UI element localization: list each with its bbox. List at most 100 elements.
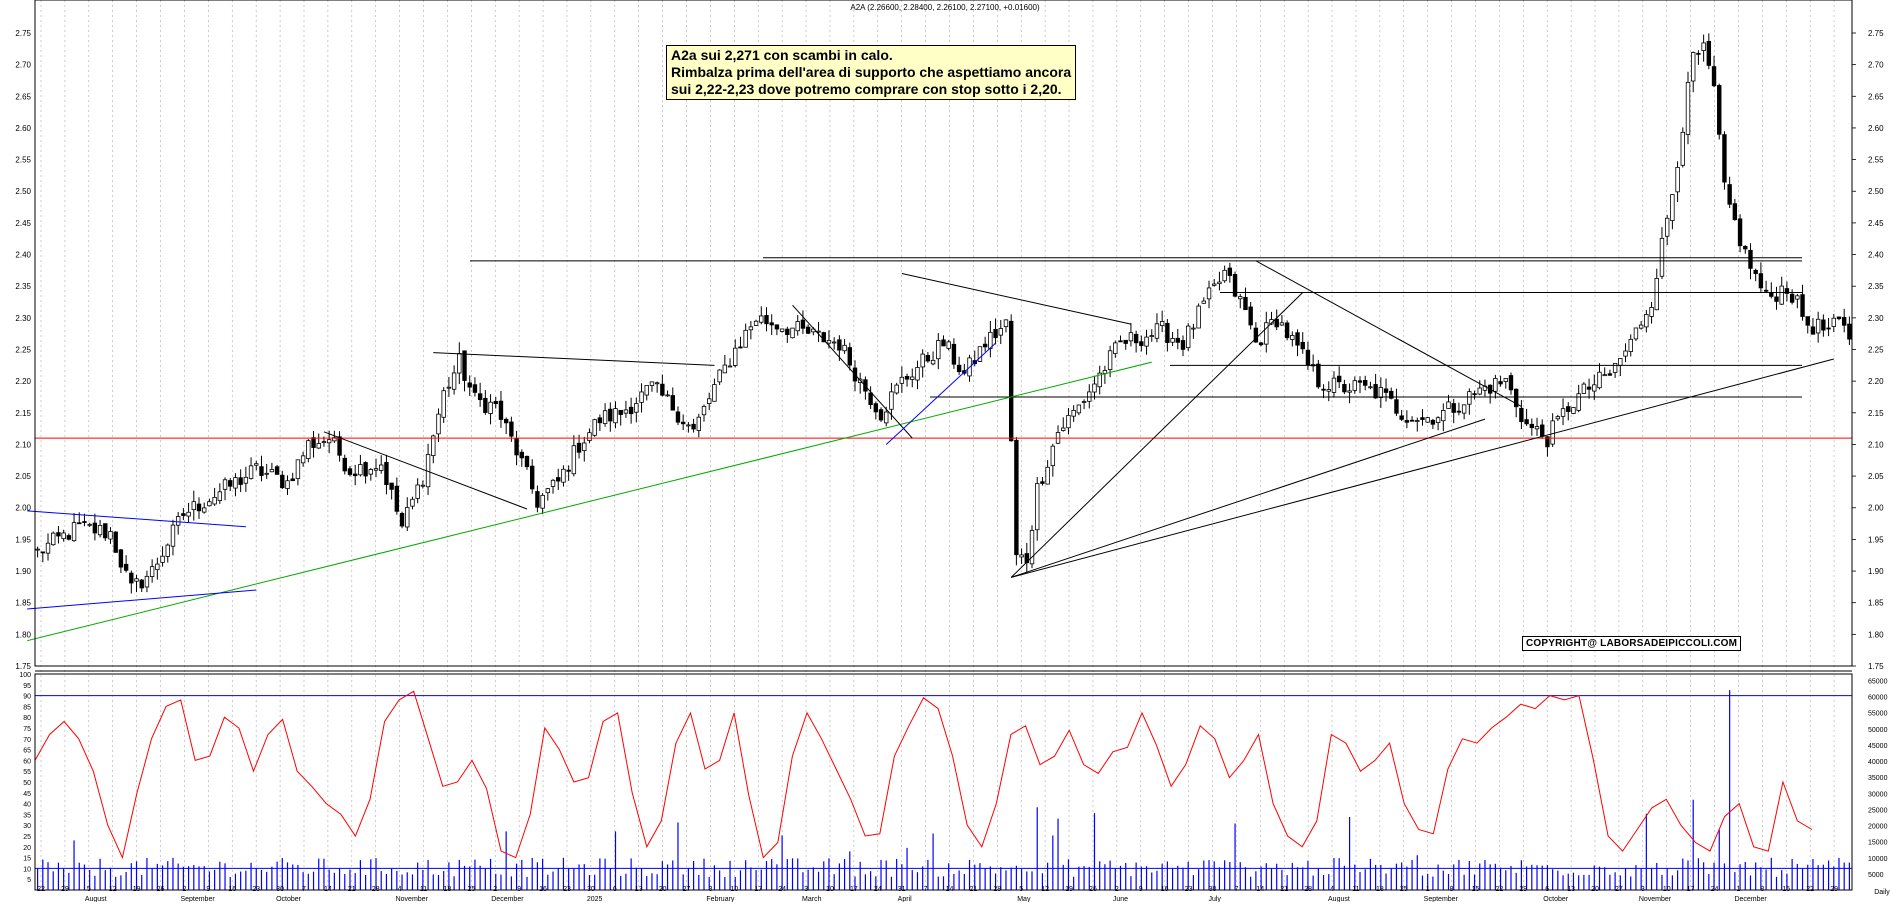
candle-body (1513, 388, 1519, 408)
x-day-label: 7 (924, 886, 928, 893)
candle-body (550, 479, 556, 487)
candle-body (519, 451, 524, 459)
candle-body (899, 376, 905, 384)
price-tick-label-right: 2.50 (1868, 187, 1884, 196)
x-day-label: 28 (1304, 886, 1312, 893)
candle-body (87, 523, 92, 526)
candle-body (1180, 340, 1186, 350)
x-day-label: 1 (1737, 886, 1741, 893)
candle-body (1003, 319, 1009, 328)
candle-body (733, 347, 738, 366)
candle-body (202, 507, 207, 513)
candle-body (743, 329, 748, 348)
candle-body (170, 524, 176, 547)
black-trendline (1011, 358, 1834, 578)
candle-body (280, 474, 285, 489)
candle-body (982, 343, 988, 348)
candle-body (1409, 419, 1415, 422)
candle-body (384, 462, 389, 486)
candle-body (405, 507, 410, 528)
candle-body (753, 320, 759, 326)
oscillator-tick-label: 40 (23, 802, 31, 809)
candle-body (462, 350, 467, 381)
candle-body (998, 328, 1003, 336)
x-day-label: 27 (683, 886, 691, 893)
x-day-label: 5 (1019, 886, 1023, 893)
candle-body (1758, 273, 1764, 289)
candle-body (1357, 380, 1363, 383)
x-day-label: 22 (37, 886, 45, 893)
candle-body (769, 322, 774, 326)
x-month-label: October (1543, 896, 1569, 902)
candle-body (878, 409, 884, 421)
candle-body (389, 482, 394, 490)
volume-tick-label: 30000 (1868, 791, 1888, 798)
candle-body (1612, 362, 1618, 373)
x-month-label: July (1208, 896, 1221, 902)
candle-body (639, 391, 644, 403)
oscillator-tick-label: 90 (23, 694, 31, 701)
candle-body (826, 340, 832, 344)
candle-body (837, 339, 842, 351)
candle-body (191, 501, 196, 511)
candle-body (165, 544, 170, 557)
oscillator-tick-label: 70 (23, 737, 31, 744)
candle-body (509, 421, 514, 437)
x-day-label: 23 (252, 886, 260, 893)
candle-body (592, 419, 597, 436)
price-tick-label-left: 2.55 (15, 156, 31, 165)
candle-body (207, 501, 212, 507)
x-day-label: 29 (1519, 886, 1527, 893)
candle-body (1014, 439, 1019, 556)
candle-body (295, 459, 301, 479)
x-day-label: 30 (1209, 886, 1217, 893)
price-tick-label-left: 1.90 (15, 567, 31, 576)
candle-body (1274, 318, 1279, 328)
candle-body (1472, 393, 1477, 396)
copyright-label: COPYRIGHT@ LABORSADEIPICCOLI.COM (1522, 636, 1742, 651)
candle-body (1784, 288, 1790, 294)
candle-body (488, 401, 493, 414)
x-day-label: 12 (1041, 886, 1049, 893)
candle-body (1774, 296, 1779, 302)
candle-body (1685, 82, 1691, 135)
candle-body (873, 403, 879, 413)
candle-body (196, 503, 202, 512)
candle-body (358, 464, 363, 476)
candle-body (1821, 319, 1826, 331)
candle-body (1149, 335, 1154, 337)
x-day-label: 1 (1426, 886, 1430, 893)
candle-body (1461, 404, 1467, 414)
candle-body (691, 423, 696, 430)
x-day-label: 13 (635, 886, 643, 893)
x-day-label: 24 (778, 886, 786, 893)
x-month-label: June (1113, 896, 1128, 902)
candle-body (1394, 399, 1399, 414)
x-day-label: 25 (467, 886, 475, 893)
oscillator-tick-label: 35 (23, 812, 31, 819)
candle-body (1191, 327, 1196, 330)
candle-body (217, 491, 223, 501)
x-day-label: 16 (1161, 886, 1169, 893)
x-day-label: 20 (659, 886, 667, 893)
candle-body (1008, 320, 1014, 442)
candle-body (410, 498, 415, 507)
candle-body (1618, 358, 1623, 366)
candle-body (254, 463, 259, 466)
candle-body (795, 321, 800, 332)
candle-body (1050, 445, 1056, 467)
candle-body (670, 395, 675, 411)
candle-body (1467, 391, 1472, 405)
price-tick-label-right: 2.40 (1868, 251, 1884, 260)
price-tick-label-left: 1.80 (15, 630, 31, 639)
oscillator-tick-label: 75 (23, 726, 31, 733)
candle-body (722, 364, 728, 374)
volume-tick-label: 20000 (1868, 824, 1888, 831)
candle-body (394, 485, 400, 512)
price-tick-label-right: 2.10 (1868, 440, 1884, 449)
candle-body (561, 468, 566, 483)
candle-body (654, 382, 660, 385)
candle-body (1076, 404, 1082, 414)
volume-tick-label: 35000 (1868, 775, 1888, 782)
x-day-label: 7 (1234, 886, 1238, 893)
